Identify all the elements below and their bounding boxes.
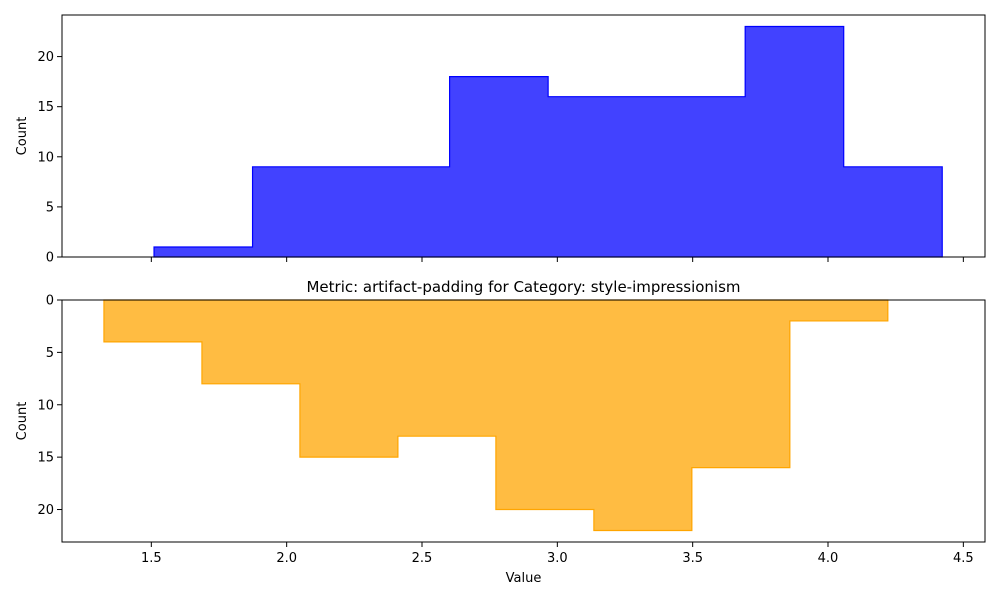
y-tick-label: 5: [46, 200, 54, 215]
x-axis-label: Value: [506, 571, 542, 586]
x-tick-label: 2.0: [276, 551, 297, 566]
x-tick-label: 2.5: [412, 551, 433, 566]
top-histogram-panel: 0 5 10 15 20 Count: [15, 14, 986, 266]
y-tick-label: 20: [37, 50, 54, 65]
histogram-area: [153, 25, 943, 258]
y-tick-label: 5: [46, 346, 54, 361]
y-tick-label: 20: [37, 503, 54, 518]
x-tick-label: 3.5: [682, 551, 703, 566]
axes-frame: [61, 14, 986, 258]
y-tick-label: 0: [46, 294, 54, 309]
axes-frame: [61, 299, 986, 543]
y-tick-label: 15: [37, 451, 54, 466]
y-axis-label: Count: [15, 117, 30, 156]
histogram-area: [103, 299, 889, 532]
bottom-histogram-panel: 0 5 10 15 20 1.5 2.0 2.5 3.0 3.5 4.0 4.5 Count Value M…: [15, 278, 986, 586]
x-tick-label: 1.5: [141, 551, 162, 566]
x-tick-label: 4.0: [818, 551, 839, 566]
y-tick-label: 15: [37, 100, 54, 115]
y-axis-label: Count: [15, 402, 30, 441]
chart-title: Metric: artifact-padding for Category: s…: [306, 278, 740, 296]
x-tick-label: 3.0: [547, 551, 568, 566]
y-tick-label: 0: [46, 251, 54, 266]
y-tick-label: 10: [37, 398, 54, 413]
y-tick-label: 10: [37, 150, 54, 165]
x-tick-label: 4.5: [953, 551, 974, 566]
